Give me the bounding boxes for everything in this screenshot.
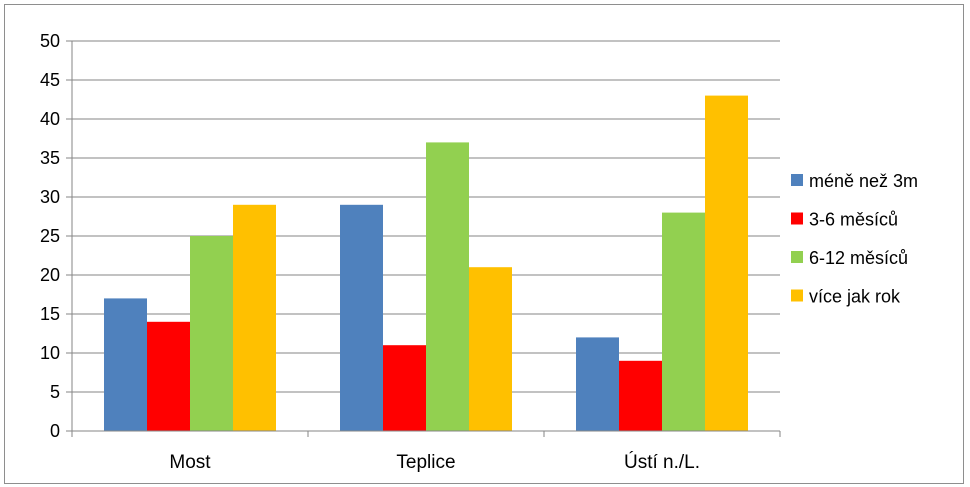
- bar: [233, 204, 276, 431]
- bar: [383, 345, 426, 431]
- y-tick-label: 25: [40, 226, 60, 246]
- bar: [469, 267, 512, 431]
- bar: [619, 360, 662, 431]
- legend: méně než 3m 3-6 měsíců 6-12 měsíců více jak…: [791, 171, 918, 307]
- legend-swatch: [791, 289, 803, 302]
- y-tick-label: 30: [40, 187, 60, 207]
- x-category-label: Most: [169, 452, 211, 473]
- x-axis-category-labels: Most Teplice Ústí n./L.: [169, 451, 700, 473]
- bar: [576, 337, 619, 431]
- legend-label: 6-12 měsíců: [809, 248, 908, 268]
- legend-label: 3-6 měsíců: [809, 210, 898, 230]
- y-tick-label: 35: [40, 148, 60, 168]
- bar: [340, 204, 383, 431]
- legend-label: méně než 3m: [809, 171, 918, 191]
- bar: [662, 212, 705, 431]
- bar: [705, 95, 748, 431]
- legend-swatch: [791, 212, 803, 225]
- bar: [147, 321, 190, 431]
- bars: [104, 95, 748, 431]
- legend-label: více jak rok: [809, 287, 901, 307]
- legend-swatch: [791, 174, 803, 186]
- legend-swatch: [791, 251, 803, 263]
- y-tick-label: 20: [40, 265, 60, 285]
- y-tick-label: 50: [40, 31, 60, 51]
- x-category-label: Teplice: [396, 452, 455, 473]
- y-tick-label: 40: [40, 109, 60, 129]
- bar: [190, 236, 233, 431]
- y-tick-label: 10: [40, 343, 60, 363]
- y-tick-label: 45: [40, 70, 60, 90]
- y-tick-label: 15: [40, 304, 60, 324]
- bar: [426, 142, 469, 431]
- axes: [66, 40, 781, 437]
- y-axis-tick-labels: 0 5 10 15 20 25 30 35 40 45 50: [40, 31, 60, 441]
- bar: [104, 298, 147, 431]
- y-tick-label: 0: [50, 421, 60, 441]
- x-category-label: Ústí n./L.: [624, 451, 700, 473]
- y-tick-label: 5: [50, 382, 60, 402]
